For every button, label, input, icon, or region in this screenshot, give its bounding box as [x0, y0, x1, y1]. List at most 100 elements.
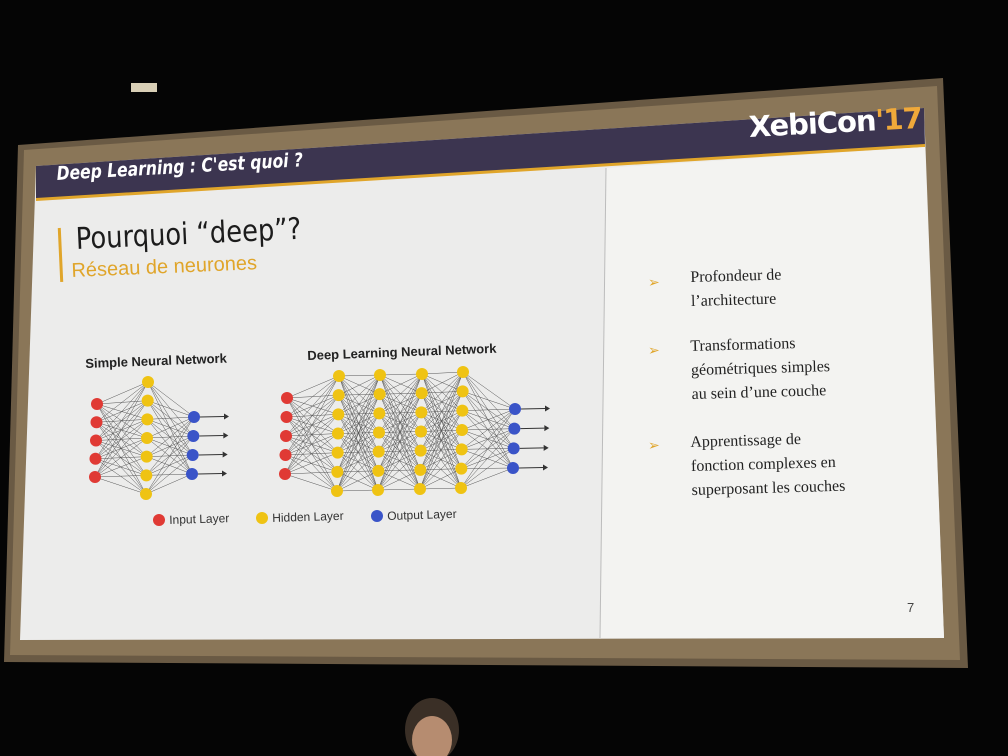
output-node: [188, 411, 200, 423]
output-arrow-head: [222, 451, 228, 458]
hidden-node: [415, 387, 428, 400]
output-arrow-line: [199, 435, 224, 437]
output-arrow-head: [222, 470, 227, 477]
connection-line: [378, 373, 423, 471]
connection-line: [338, 374, 381, 415]
ceiling-light: [131, 83, 157, 92]
connection-line: [419, 410, 463, 490]
connection-line: [94, 475, 147, 478]
input-node: [91, 398, 103, 410]
input-node: [280, 430, 292, 442]
logo-accent: '17: [874, 100, 923, 138]
hidden-node: [415, 406, 428, 419]
connection-line: [94, 437, 148, 478]
connection-line: [146, 416, 195, 439]
legend-input-label: Input Layer: [169, 511, 230, 527]
connection-line: [94, 400, 148, 478]
connection-line: [284, 395, 339, 475]
output-arrow-head: [544, 425, 550, 432]
input-node: [279, 468, 291, 480]
connection-line: [377, 373, 423, 491]
title-accent-bar: [57, 227, 64, 283]
connection-line: [147, 400, 195, 418]
connection-line: [336, 470, 379, 492]
hidden-node: [372, 445, 385, 458]
hidden-node: [373, 407, 386, 420]
hidden-node: [372, 464, 385, 477]
connection-line: [96, 381, 149, 423]
connection-line: [419, 391, 463, 490]
connection-line: [377, 393, 422, 491]
presenter-face: [412, 716, 452, 756]
connection-line: [285, 375, 340, 456]
hidden-node: [372, 484, 384, 496]
connection-line: [284, 473, 338, 492]
connection-line: [94, 381, 149, 478]
connection-line: [338, 374, 381, 396]
input-node: [90, 416, 103, 429]
output-arrow-head: [223, 432, 229, 439]
connection-line: [94, 419, 148, 478]
output-arrow-head: [543, 444, 549, 451]
connection-line: [421, 371, 464, 394]
connection-line: [336, 394, 380, 492]
deep-network-diagram: [279, 366, 550, 497]
output-node: [507, 462, 519, 474]
connection-line: [337, 374, 381, 434]
output-arrow-line: [199, 416, 225, 418]
connection-line: [284, 471, 338, 475]
panel-divider: [599, 167, 607, 639]
hidden-node: [373, 388, 386, 401]
connection-line: [462, 391, 516, 410]
legend-output-label: Output Layer: [387, 506, 457, 523]
connection-line: [96, 381, 149, 405]
connection-line: [95, 381, 149, 441]
hidden-node: [141, 413, 154, 426]
hidden-node: [332, 389, 345, 402]
connection-line: [94, 476, 147, 495]
input-node: [280, 411, 293, 423]
connection-line: [336, 374, 381, 492]
connection-line: [377, 469, 421, 491]
bullet-arrow-icon: ➢: [647, 273, 660, 291]
hidden-node: [456, 385, 469, 398]
connection-line: [460, 428, 515, 489]
connection-line: [462, 408, 516, 411]
input-node: [89, 452, 102, 465]
input-node: [279, 449, 292, 461]
connection-line: [419, 371, 464, 490]
hidden-node: [331, 485, 343, 497]
right-panel: [600, 147, 944, 638]
connection-line: [146, 416, 195, 457]
hidden-node: [414, 463, 427, 476]
connection-line: [336, 413, 380, 492]
connection-line: [145, 454, 193, 495]
hidden-node: [140, 488, 152, 500]
hidden-node: [142, 376, 154, 388]
connection-line: [94, 456, 147, 478]
hidden-node: [414, 444, 427, 457]
legend-output-dot: [371, 510, 383, 522]
bullet-line: l’architecture: [690, 290, 777, 310]
connection-line: [419, 429, 463, 490]
connection-line: [379, 373, 423, 414]
connection-line: [419, 487, 462, 490]
hidden-node: [455, 482, 467, 494]
bullet-line: au sein d’une couche: [691, 382, 827, 403]
hidden-node: [416, 368, 428, 380]
bullet-line: Profondeur de: [690, 266, 782, 286]
output-node: [186, 468, 198, 480]
connection-line: [420, 371, 464, 470]
connection-line: [462, 371, 516, 410]
connection-line: [377, 431, 422, 491]
connection-line: [147, 381, 195, 418]
hidden-node: [331, 446, 344, 459]
connection-line: [421, 371, 464, 413]
connection-line: [146, 416, 195, 476]
connection-line: [95, 381, 149, 459]
connection-line: [378, 373, 423, 433]
hidden-node: [374, 369, 386, 381]
bullet-item-3: Apprentissage de fonction complexes en s…: [690, 427, 846, 503]
connection-line: [284, 414, 339, 475]
bullet-arrow-icon: ➢: [647, 341, 660, 359]
